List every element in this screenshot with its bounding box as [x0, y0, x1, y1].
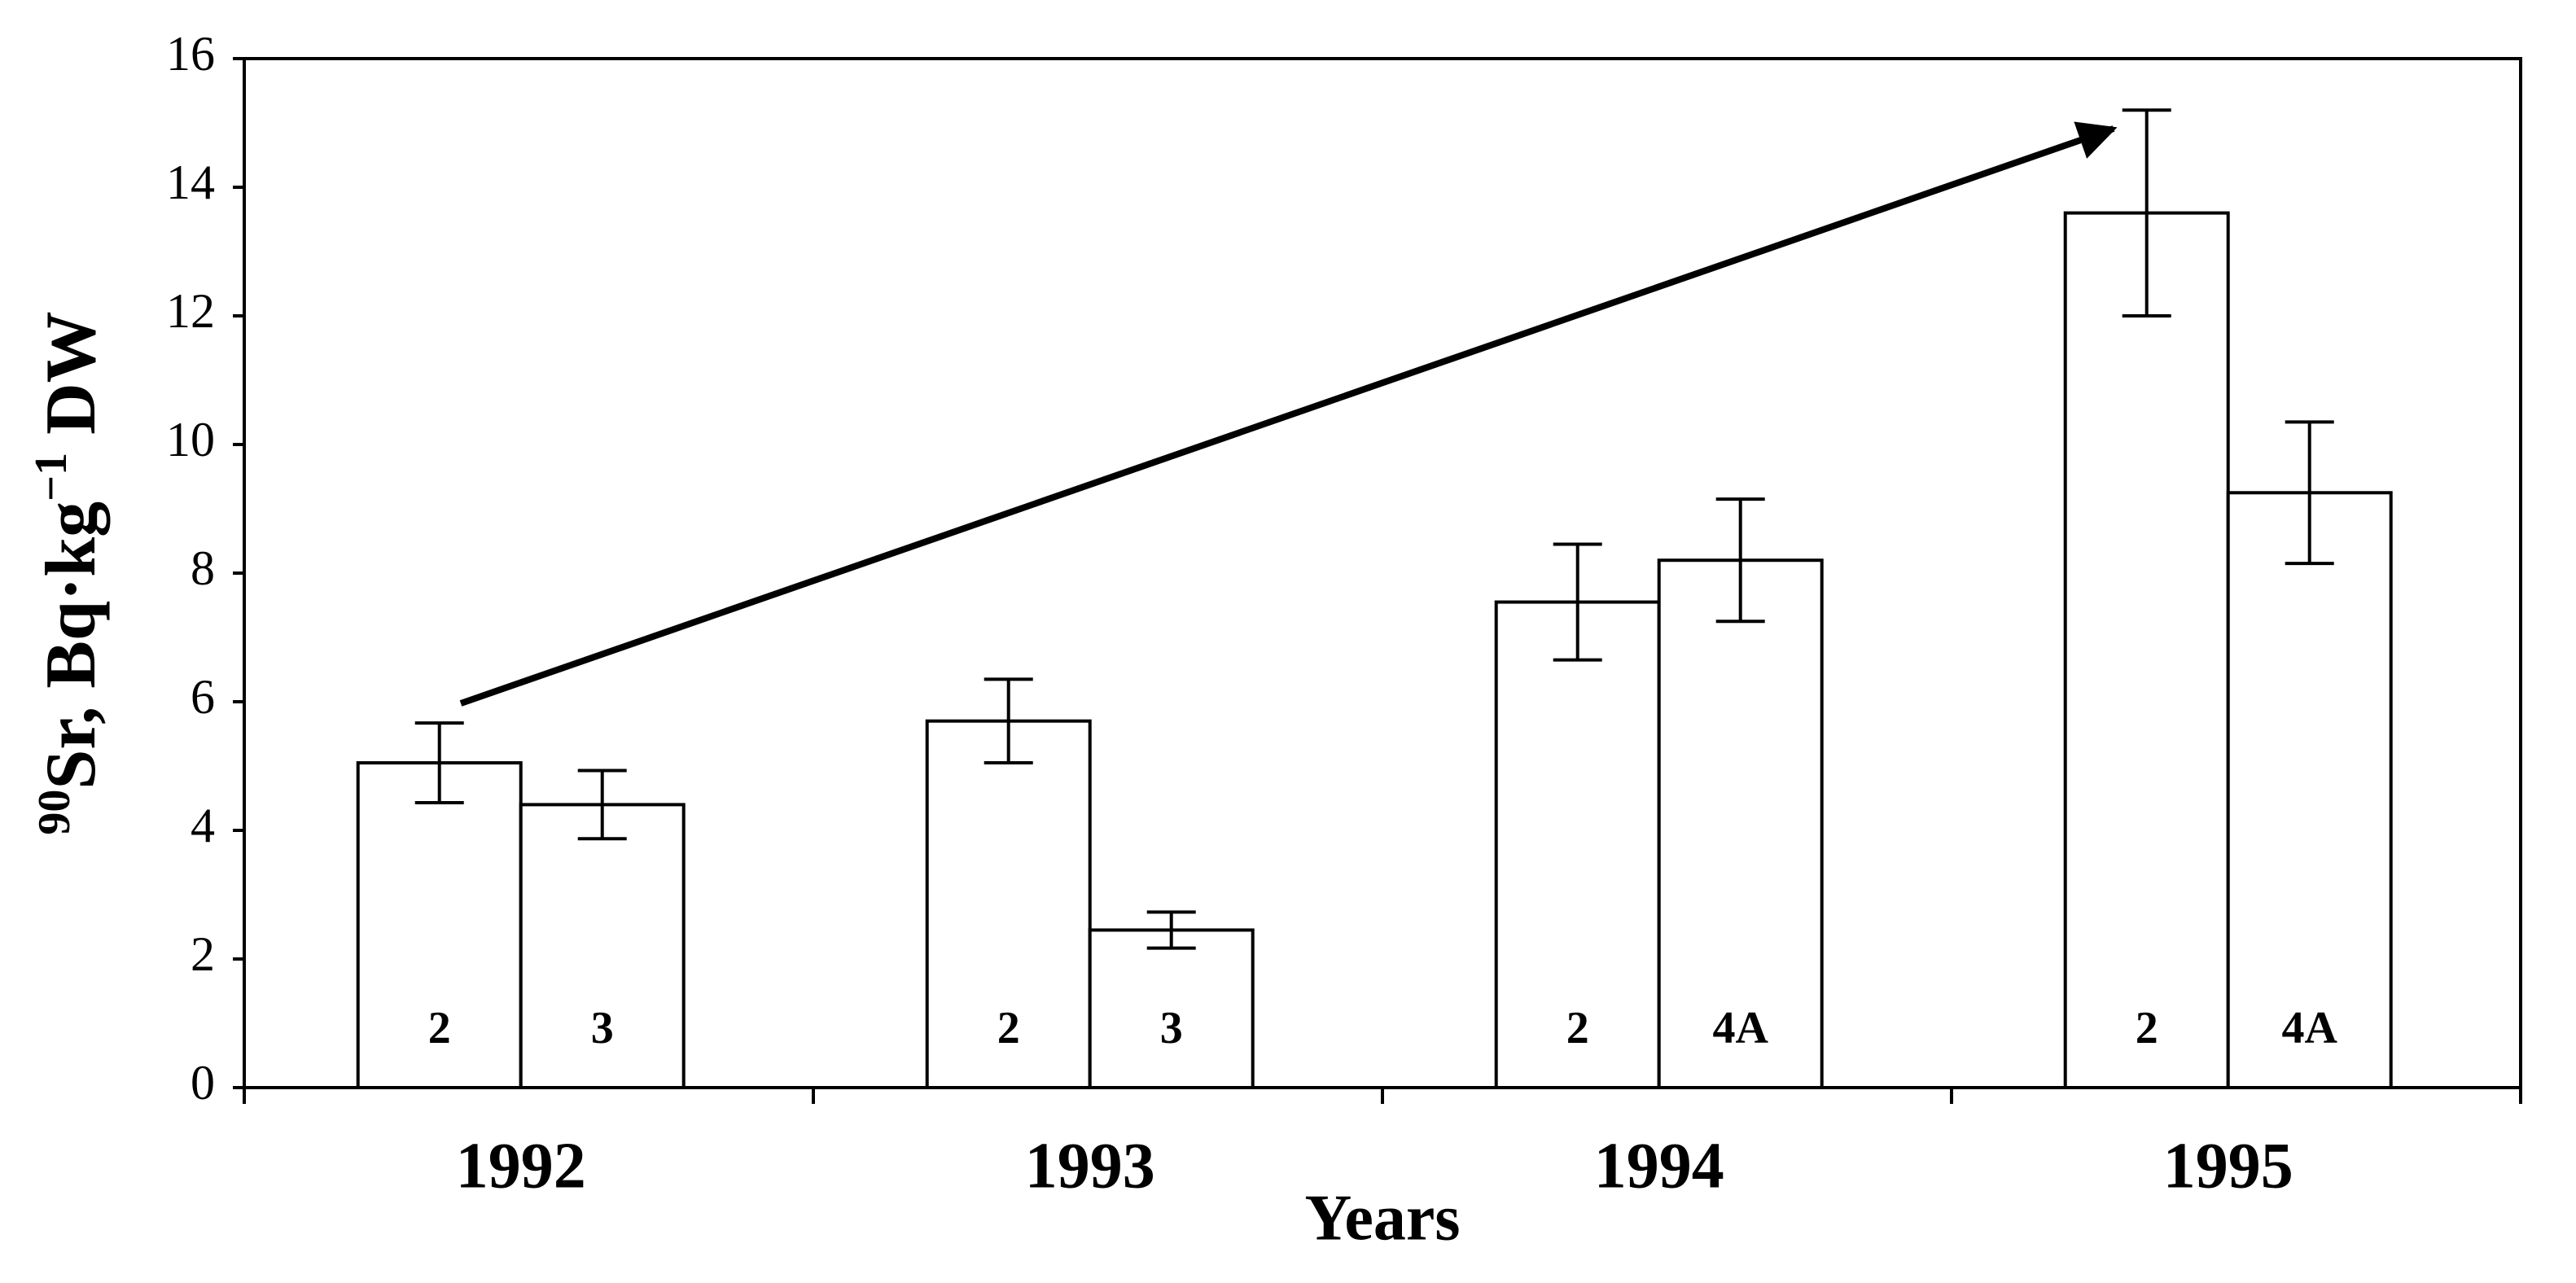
bar-label: 4A [1712, 1003, 1768, 1053]
y-label-sup: 90 [29, 790, 80, 835]
bar-label: 2 [1566, 1003, 1589, 1053]
y-tick-label: 8 [191, 541, 215, 595]
bar-label: 4A [2281, 1003, 2337, 1053]
y-tick-label: 10 [166, 413, 215, 466]
x-tick-label: 1994 [1594, 1130, 1724, 1202]
bar-label: 2 [2136, 1003, 2158, 1053]
y-tick-label: 16 [166, 27, 215, 81]
y-tick-label: 12 [166, 284, 215, 338]
bar-label: 3 [591, 1003, 614, 1053]
y-label-main: Sr, Bq·kg [32, 501, 111, 790]
bar-label: 2 [997, 1003, 1020, 1053]
y-tick-label: 2 [191, 927, 215, 981]
y-tick-label: 4 [191, 799, 215, 852]
x-tick-label: 1995 [2163, 1130, 2293, 1202]
trend-arrow [459, 121, 2118, 707]
x-axis-label: Years [1304, 1182, 1460, 1254]
y-label-sup: −1 [26, 453, 77, 501]
bar [356, 761, 523, 1089]
x-tick-label: 1993 [1025, 1130, 1155, 1202]
bar [1657, 558, 1824, 1089]
bar [925, 719, 1092, 1089]
y-tick-label: 6 [191, 670, 215, 724]
bar [2063, 211, 2230, 1090]
bar [519, 803, 686, 1090]
bar-label: 2 [428, 1003, 451, 1053]
y-tick-label: 14 [166, 155, 215, 209]
x-tick-label: 1992 [456, 1130, 586, 1202]
y-label-suffix: DW [32, 311, 111, 453]
y-axis-label: 90Sr, Bq·kg−1 DW [26, 311, 111, 834]
bar [1494, 600, 1661, 1089]
y-tick-label: 0 [191, 1056, 215, 1110]
bar [2226, 491, 2393, 1089]
bar-label: 3 [1160, 1003, 1183, 1053]
bar [1088, 928, 1255, 1089]
